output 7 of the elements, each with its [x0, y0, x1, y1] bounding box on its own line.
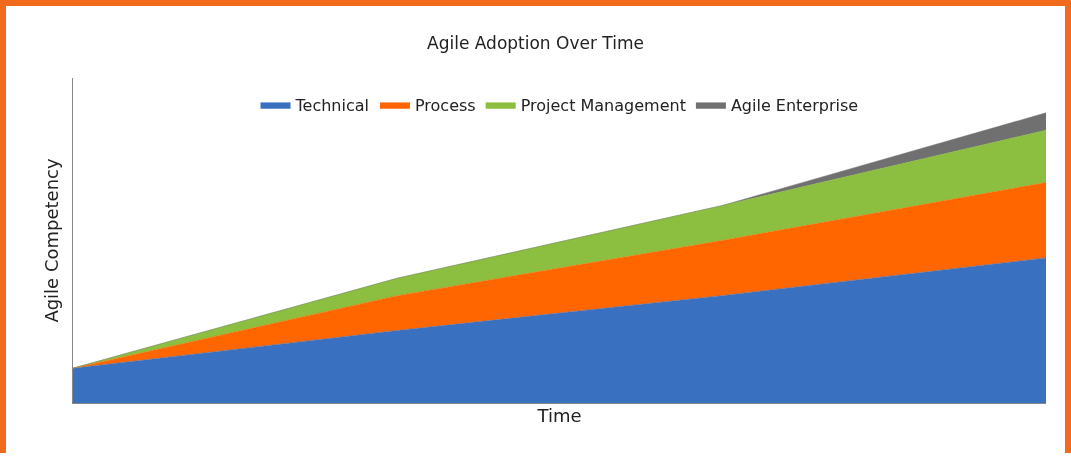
- legend-label: Technical: [294, 95, 369, 115]
- y-axis-title: Agile Competency: [41, 158, 63, 323]
- chart-title: Agile Adoption Over Time: [427, 33, 644, 54]
- legend-label: Project Management: [520, 95, 686, 115]
- legend-label: Process: [414, 95, 476, 115]
- legend-label: Agile Enterprise: [730, 95, 859, 115]
- x-axis-title: Time: [536, 405, 582, 427]
